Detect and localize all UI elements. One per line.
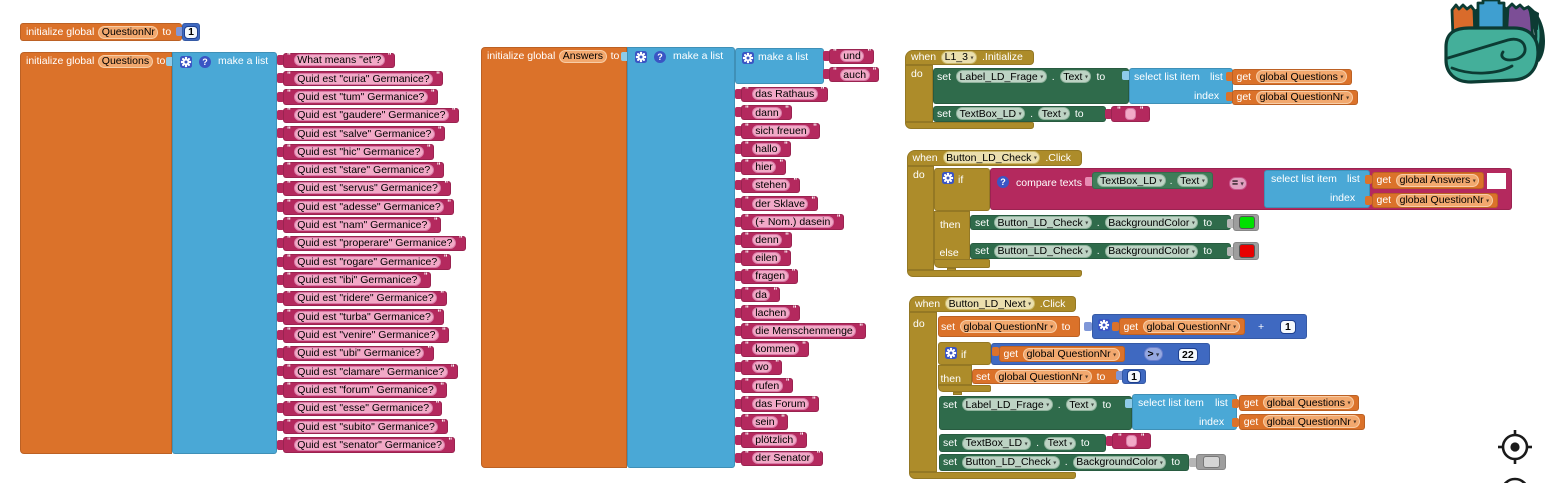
svg-text:?: ?: [657, 52, 663, 62]
svg-text:?: ?: [1000, 177, 1006, 187]
svg-text:?: ?: [202, 57, 208, 67]
